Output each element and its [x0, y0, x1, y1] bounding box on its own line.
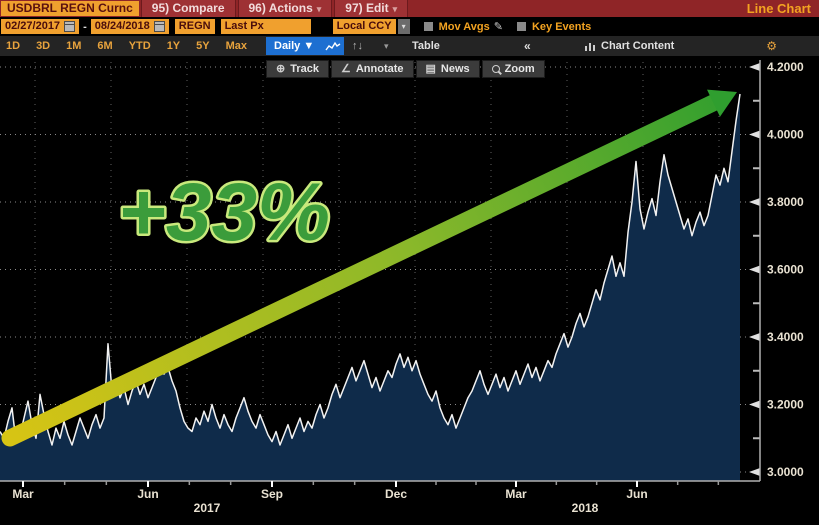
- x-axis-label: Jun: [137, 487, 158, 501]
- period-tabs: 1D 3D 1M 6M YTD 1Y 5Y Max: [6, 36, 263, 56]
- mov-avgs-checkbox[interactable]: [423, 22, 433, 31]
- year-label: 2017: [194, 501, 221, 515]
- annotate-icon: ∠: [340, 63, 351, 75]
- trend-arrow-head: [707, 89, 737, 117]
- chart-content-button[interactable]: Chart Content: [584, 36, 674, 56]
- actions-caret-icon: ▾: [316, 4, 322, 14]
- y-tick-arrow: [749, 468, 760, 476]
- key-events-checkbox[interactable]: [516, 22, 526, 31]
- period-tab-1d[interactable]: 1D: [6, 40, 21, 52]
- period-tab-3d[interactable]: 3D: [36, 40, 51, 52]
- period-tab-6m[interactable]: 6M: [97, 40, 113, 52]
- trend-arrow: [1, 94, 722, 447]
- y-axis-label: 3.4000: [767, 330, 804, 344]
- news-button[interactable]: ▤ News: [415, 60, 480, 78]
- price-field-selector[interactable]: Last Px: [220, 19, 311, 34]
- security-ticker[interactable]: USDBRL REGN Curnc: [1, 1, 139, 16]
- actions-button[interactable]: 96) Actions ▾: [237, 0, 333, 17]
- gain-annotation: +33%: [118, 167, 330, 258]
- chart-tools: ⊕ Track ∠ Annotate ▤ News Zoom: [266, 60, 545, 78]
- edit-button[interactable]: 97) Edit ▾: [334, 0, 409, 17]
- key-events-label[interactable]: Key Events: [531, 20, 592, 33]
- date-from-field[interactable]: 02/27/2017: [1, 19, 80, 34]
- y-tick-arrow: [749, 198, 760, 206]
- x-axis-label: Mar: [12, 487, 34, 501]
- y-tick-arrow: [749, 265, 760, 274]
- y-tick-arrow: [749, 400, 760, 409]
- edit-caret-icon: ▾: [392, 4, 398, 14]
- chart-content-icon: [585, 42, 595, 51]
- x-axis-label: Dec: [385, 487, 407, 501]
- line-chart-icon: [325, 41, 341, 50]
- y-tick-arrow: [749, 130, 760, 139]
- y-axis-label: 3.6000: [767, 263, 804, 277]
- currency-dropdown-icon[interactable]: ▾: [397, 19, 410, 34]
- period-tab-5y[interactable]: 5Y: [196, 40, 210, 52]
- area-fill: [0, 94, 740, 481]
- date-range-dash: -: [83, 20, 87, 33]
- x-axis-label: Mar: [505, 487, 527, 501]
- year-label: 2018: [572, 501, 599, 515]
- track-button[interactable]: ⊕ Track: [266, 60, 329, 78]
- axis-scale-icon[interactable]: ↑↓: [352, 40, 363, 52]
- y-axis-label: 3.2000: [767, 398, 804, 412]
- news-icon: ▤: [425, 63, 436, 75]
- pencil-icon[interactable]: ✎: [493, 21, 503, 33]
- compare-button[interactable]: 95) Compare: [140, 0, 236, 17]
- period-tab-ytd[interactable]: YTD: [128, 40, 151, 52]
- table-button[interactable]: Table: [412, 40, 440, 52]
- x-axis-label: Jun: [626, 487, 647, 501]
- frequency-selector[interactable]: Daily ▼: [266, 37, 323, 55]
- y-axis-label: 3.0000: [767, 465, 804, 479]
- collapse-panel-button[interactable]: «: [524, 39, 531, 53]
- command-bar: USDBRL REGN Curnc 95) Compare 96) Action…: [0, 0, 819, 17]
- source-field[interactable]: REGN: [174, 19, 215, 34]
- x-axis-label: Sep: [261, 487, 283, 501]
- period-tab-1y[interactable]: 1Y: [166, 40, 181, 52]
- period-tab-1m[interactable]: 1M: [66, 40, 82, 52]
- currency-selector[interactable]: Local CCY: [332, 19, 396, 34]
- view-title: Line Chart: [746, 1, 811, 16]
- period-bar: 1D 3D 1M 6M YTD 1Y 5Y Max Daily ▼ ↑↓ ▾ Table « …: [0, 36, 819, 56]
- period-tab-max[interactable]: Max: [225, 40, 248, 52]
- more-options-caret-icon[interactable]: ▾: [384, 41, 389, 51]
- calendar-icon[interactable]: [153, 21, 165, 32]
- zoom-button[interactable]: Zoom: [481, 60, 545, 78]
- annotate-button[interactable]: ∠ Annotate: [330, 60, 414, 78]
- y-axis-label: 4.2000: [767, 60, 804, 74]
- y-axis-label: 3.8000: [767, 195, 804, 209]
- settings-bar: 02/27/2017 - 08/24/2018 REGN Last Px Loc…: [0, 17, 819, 36]
- track-icon: ⊕: [276, 63, 286, 75]
- zoom-icon: [491, 65, 500, 73]
- calendar-icon[interactable]: [64, 21, 76, 32]
- y-tick-arrow: [749, 63, 760, 71]
- gear-icon[interactable]: ⚙: [766, 39, 777, 53]
- y-tick-arrow: [749, 333, 760, 341]
- mov-avgs-label[interactable]: Mov Avgs: [438, 20, 490, 33]
- date-to-field[interactable]: 08/24/2018: [90, 19, 169, 34]
- chart-type-button[interactable]: [322, 37, 344, 55]
- y-axis-label: 4.0000: [767, 128, 804, 142]
